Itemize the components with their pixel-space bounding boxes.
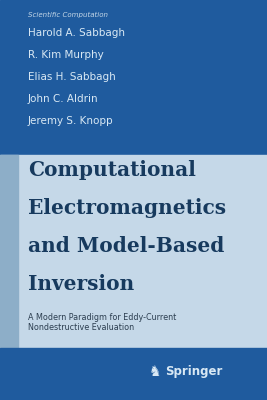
Bar — [0, 155, 267, 400]
Text: Harold A. Sabbagh: Harold A. Sabbagh — [28, 28, 125, 38]
Text: Electromagnetics: Electromagnetics — [28, 198, 226, 218]
Text: John C. Aldrin: John C. Aldrin — [28, 94, 99, 104]
Text: Nondestructive Evaluation: Nondestructive Evaluation — [28, 323, 134, 332]
Text: Jeremy S. Knopp: Jeremy S. Knopp — [28, 116, 114, 126]
Text: Inversion: Inversion — [28, 274, 134, 294]
Text: Scientific Computation: Scientific Computation — [28, 12, 108, 18]
Bar — [0, 155, 18, 400]
Text: Springer: Springer — [165, 366, 222, 378]
Text: R. Kim Murphy: R. Kim Murphy — [28, 50, 104, 60]
Text: and Model-Based: and Model-Based — [28, 236, 224, 256]
Bar — [0, 0, 267, 155]
Text: Elias H. Sabbagh: Elias H. Sabbagh — [28, 72, 116, 82]
Bar — [0, 348, 267, 400]
Text: ♞: ♞ — [149, 365, 161, 379]
Text: A Modern Paradigm for Eddy-Current: A Modern Paradigm for Eddy-Current — [28, 313, 176, 322]
Text: Computational: Computational — [28, 160, 196, 180]
